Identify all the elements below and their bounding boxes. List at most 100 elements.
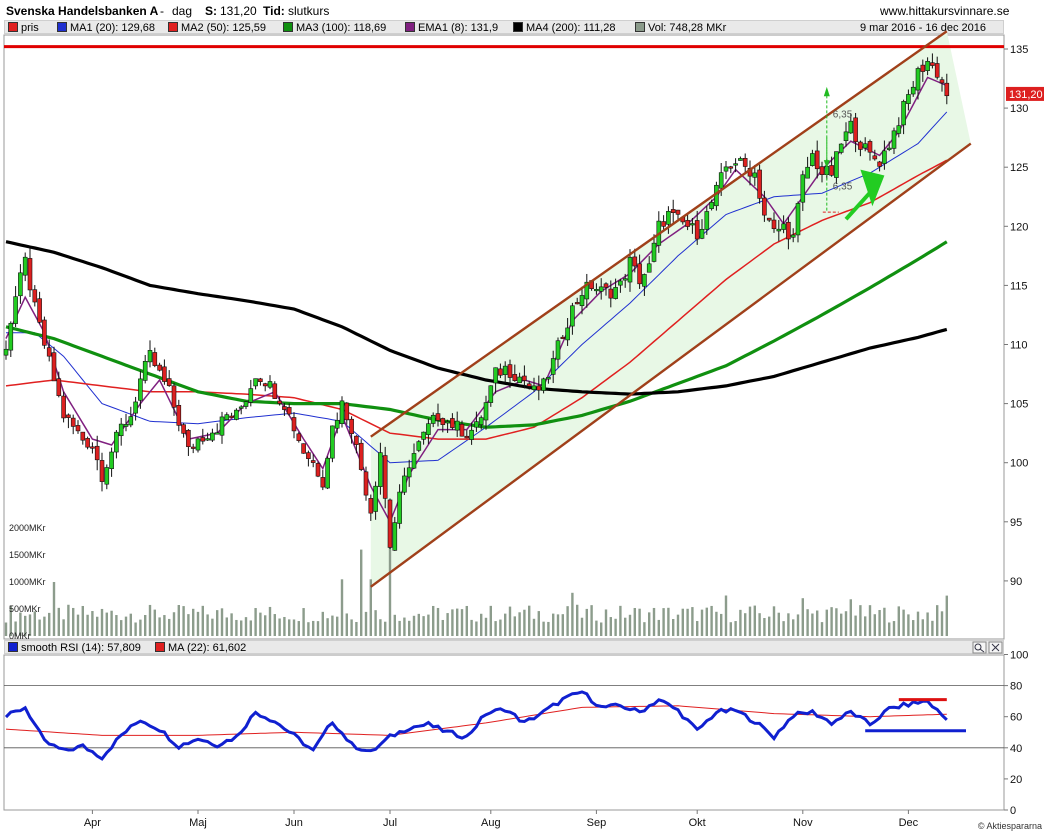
candle-body [790, 234, 796, 238]
legend-swatch [155, 642, 165, 653]
candle-body [238, 406, 244, 409]
volume-tick-label: 500MKr [9, 604, 41, 614]
volume-bar [196, 611, 200, 636]
legend-swatch [405, 22, 415, 33]
channel-upper-line [370, 30, 948, 438]
volume-bar [676, 614, 680, 636]
candle-body [94, 445, 100, 461]
candle-body [22, 256, 28, 276]
volume-bar [744, 613, 747, 636]
volume-bar [504, 613, 507, 636]
moving-average-line [5, 159, 948, 440]
volume-bar [667, 607, 670, 636]
candle-body [296, 433, 302, 441]
volume-bar [158, 617, 161, 636]
candle-body [459, 423, 465, 437]
volume-bar [734, 621, 737, 636]
volume-bar [724, 595, 728, 636]
volume-bar [91, 611, 94, 636]
month-label: Jul [383, 817, 397, 829]
volume-bar [883, 607, 886, 636]
legend-swatch [8, 22, 18, 33]
volume-bar [86, 614, 89, 636]
candle-body [603, 283, 609, 288]
candle-body [301, 443, 306, 454]
candle-body [771, 219, 777, 230]
legend-swatch [283, 22, 293, 33]
month-label: Dec [899, 817, 919, 829]
candle-body [3, 348, 9, 356]
volume-bar [902, 609, 905, 636]
volume-bar [446, 613, 449, 636]
candle-body [70, 417, 76, 427]
volume-bar [729, 622, 732, 636]
volume-bar [336, 616, 339, 636]
volume-bar [556, 614, 560, 636]
volume-bar [518, 612, 521, 636]
candle-body [190, 446, 196, 449]
site-link[interactable]: www.hittakursvinnare.se [880, 4, 1010, 18]
candle-body [915, 68, 921, 91]
volume-bar [806, 609, 809, 636]
volume-bar [566, 606, 569, 636]
price-axis-label: 130 [1010, 103, 1028, 115]
volume-bar [14, 621, 17, 636]
candle-body [776, 228, 782, 232]
volume-bar [192, 608, 195, 636]
candle-body [565, 327, 570, 341]
candle-body [46, 347, 52, 357]
price-axis-label: 135 [1010, 44, 1028, 56]
moving-average-line [5, 240, 948, 396]
volume-bar [244, 617, 248, 636]
volume-bar [105, 612, 108, 636]
candle-body [507, 364, 513, 378]
candle-body [718, 172, 724, 189]
candle-body [944, 82, 950, 97]
candle-body [205, 438, 210, 441]
candle-body [550, 358, 556, 375]
legend-swatch [57, 22, 67, 33]
candle-body [181, 424, 186, 434]
volume-bar [720, 613, 723, 636]
price-axis-label: 95 [1010, 517, 1022, 529]
candle-body [531, 385, 537, 390]
volume-bar [758, 613, 761, 636]
volume-bar [96, 616, 99, 636]
volume-bar [187, 614, 190, 636]
candle-body [378, 452, 383, 487]
volume-bar [600, 622, 603, 636]
volume-bar [148, 604, 152, 636]
candle-body [109, 451, 114, 469]
volume-bar [624, 617, 627, 636]
tid-label: Tid: [263, 4, 285, 18]
volume-bar [43, 616, 46, 636]
volume-bar [273, 614, 276, 636]
volume-bar [4, 622, 8, 636]
candle-body [402, 475, 407, 493]
candle-body [248, 388, 254, 403]
candle-body [166, 378, 172, 386]
volume-bar [379, 619, 382, 636]
candle-body [838, 143, 844, 153]
volume-bar [76, 614, 80, 636]
candle-body [157, 364, 162, 371]
candle-body [819, 166, 825, 175]
volume-bar [892, 621, 896, 636]
candle-body [867, 141, 873, 153]
candle-body [330, 425, 335, 459]
candle-body [344, 402, 350, 421]
legend-price: pris [8, 22, 39, 34]
volume-bar [576, 604, 579, 636]
trend-arrow-icon [844, 185, 877, 221]
candle-body [738, 158, 743, 161]
candle-body [781, 223, 786, 230]
volume-bar [931, 620, 934, 636]
candle-body [291, 417, 297, 432]
volume-bar [820, 622, 824, 636]
volume-bar [652, 607, 656, 636]
candle-body [37, 298, 42, 323]
volume-bar [672, 619, 675, 636]
month-label: Okt [689, 817, 706, 829]
candle-body [757, 169, 762, 199]
candle-body [622, 278, 628, 281]
